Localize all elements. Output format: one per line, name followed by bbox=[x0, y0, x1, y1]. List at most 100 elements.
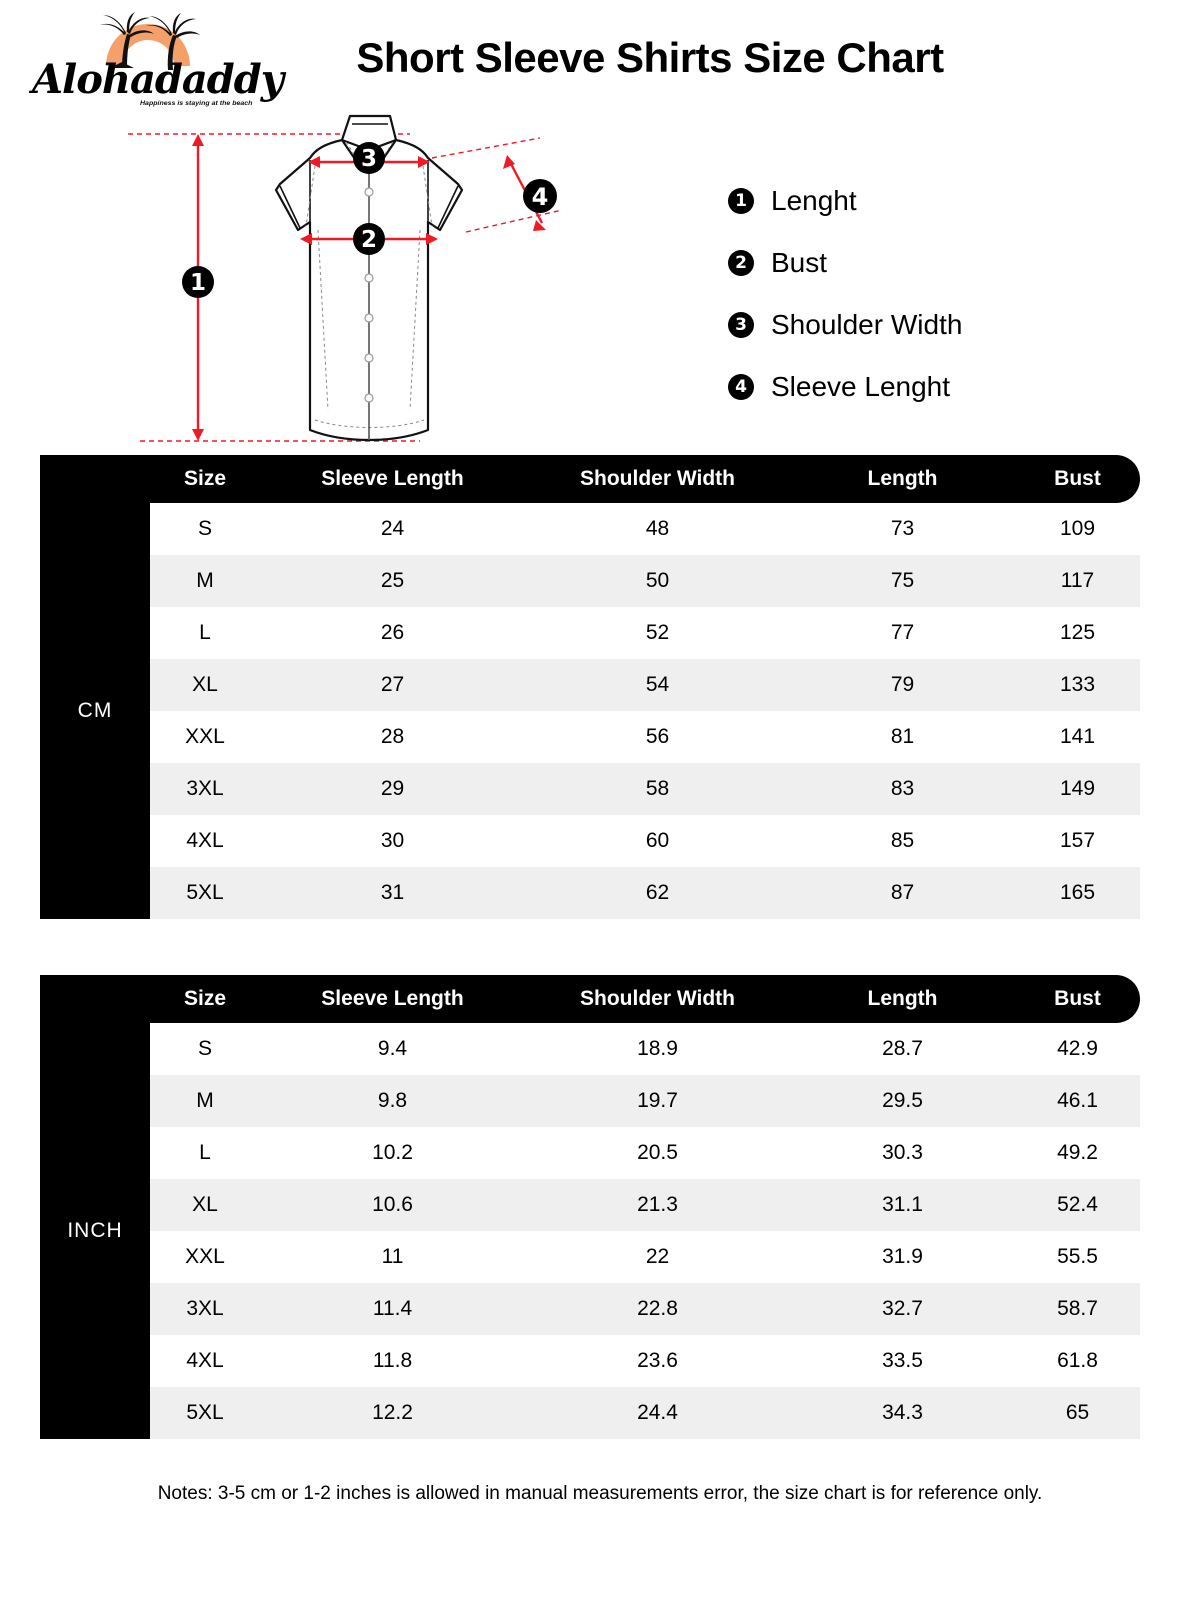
inch-table-head: Size Sleeve Length Shoulder Width Length… bbox=[40, 975, 1140, 1023]
diagram-marker-3: 3 bbox=[353, 142, 385, 174]
legend-item-sleeve-length: 4 Sleeve Lenght bbox=[728, 356, 962, 418]
cell-length: 75 bbox=[790, 555, 1015, 607]
cell-size: 4XL bbox=[150, 1335, 260, 1387]
cell-shoulder: 54 bbox=[525, 659, 790, 711]
cell-length: 31.1 bbox=[790, 1179, 1015, 1231]
inch-table-block: Size Sleeve Length Shoulder Width Length… bbox=[40, 975, 1160, 1439]
diagram-marker-1: 1 bbox=[182, 266, 214, 298]
cell-shoulder: 19.7 bbox=[525, 1075, 790, 1127]
cell-shoulder: 48 bbox=[525, 503, 790, 555]
cell-size: 4XL bbox=[150, 815, 260, 867]
cell-shoulder: 50 bbox=[525, 555, 790, 607]
cell-bust: 55.5 bbox=[1015, 1231, 1140, 1283]
cell-length: 83 bbox=[790, 763, 1015, 815]
diagram-marker-2: 2 bbox=[353, 223, 385, 255]
cell-shoulder: 52 bbox=[525, 607, 790, 659]
brand-name: Alohadaddy bbox=[32, 56, 284, 103]
table-spacer bbox=[0, 919, 1200, 975]
cell-shoulder: 22 bbox=[525, 1231, 790, 1283]
cm-col-header-bust: Bust bbox=[1015, 455, 1140, 503]
inch-col-header-size: Size bbox=[150, 975, 260, 1023]
cell-size: XL bbox=[150, 1179, 260, 1231]
legend-label-length: Lenght bbox=[771, 185, 857, 216]
svg-text:4: 4 bbox=[532, 183, 549, 211]
svg-text:1: 1 bbox=[190, 270, 206, 296]
cell-sleeve: 11 bbox=[260, 1231, 525, 1283]
cell-bust: 52.4 bbox=[1015, 1179, 1140, 1231]
cell-bust: 49.2 bbox=[1015, 1127, 1140, 1179]
page-title: Short Sleeve Shirts Size Chart bbox=[356, 34, 944, 81]
table-row: L 26 52 77 125 bbox=[40, 607, 1140, 659]
cell-shoulder: 58 bbox=[525, 763, 790, 815]
palm-tree-sun-icon bbox=[100, 12, 200, 70]
legend-badge-4: 4 bbox=[728, 374, 754, 400]
cell-bust: 141 bbox=[1015, 711, 1140, 763]
legend-label-bust: Bust bbox=[771, 247, 828, 278]
cm-header-row: Size Sleeve Length Shoulder Width Length… bbox=[40, 455, 1140, 503]
cell-length: 77 bbox=[790, 607, 1015, 659]
cell-size: XXL bbox=[150, 711, 260, 763]
cell-bust: 117 bbox=[1015, 555, 1140, 607]
cm-col-header-sleeve: Sleeve Length bbox=[260, 455, 525, 503]
cell-sleeve: 29 bbox=[260, 763, 525, 815]
cell-size: XL bbox=[150, 659, 260, 711]
cm-col-header-size: Size bbox=[150, 455, 260, 503]
size-table-inch: Size Sleeve Length Shoulder Width Length… bbox=[40, 975, 1140, 1439]
table-row: 3XL 11.4 22.8 32.7 58.7 bbox=[40, 1283, 1140, 1335]
cell-shoulder: 22.8 bbox=[525, 1283, 790, 1335]
cell-length: 33.5 bbox=[790, 1335, 1015, 1387]
cell-bust: 125 bbox=[1015, 607, 1140, 659]
cell-sleeve: 9.8 bbox=[260, 1075, 525, 1127]
cell-sleeve: 11.4 bbox=[260, 1283, 525, 1335]
cell-length: 81 bbox=[790, 711, 1015, 763]
cell-length: 31.9 bbox=[790, 1231, 1015, 1283]
table-row: 4XL 11.8 23.6 33.5 61.8 bbox=[40, 1335, 1140, 1387]
inch-col-header-sleeve: Sleeve Length bbox=[260, 975, 525, 1023]
brand-logo: Alohadaddy Happiness is staying at the b… bbox=[30, 8, 284, 108]
cell-bust: 46.1 bbox=[1015, 1075, 1140, 1127]
inch-corner-cell bbox=[40, 975, 150, 1023]
cell-length: 34.3 bbox=[790, 1387, 1015, 1439]
cell-size: 3XL bbox=[150, 1283, 260, 1335]
legend-item-bust: 2 Bust bbox=[728, 232, 962, 294]
legend-label-sleeve-length: Sleeve Lenght bbox=[771, 371, 951, 402]
cell-bust: 65 bbox=[1015, 1387, 1140, 1439]
cell-bust: 133 bbox=[1015, 659, 1140, 711]
table-row: 3XL 29 58 83 149 bbox=[40, 763, 1140, 815]
cell-bust: 157 bbox=[1015, 815, 1140, 867]
cm-col-header-shoulder: Shoulder Width bbox=[525, 455, 790, 503]
cell-length: 32.7 bbox=[790, 1283, 1015, 1335]
cell-size: S bbox=[150, 503, 260, 555]
inch-col-header-shoulder: Shoulder Width bbox=[525, 975, 790, 1023]
cell-shoulder: 60 bbox=[525, 815, 790, 867]
legend-badge-3: 3 bbox=[728, 312, 754, 338]
cell-size: 5XL bbox=[150, 1387, 260, 1439]
table-row: XL 27 54 79 133 bbox=[40, 659, 1140, 711]
cell-sleeve: 28 bbox=[260, 711, 525, 763]
cell-shoulder: 56 bbox=[525, 711, 790, 763]
legend-badge-1: 1 bbox=[728, 188, 754, 214]
cell-bust: 61.8 bbox=[1015, 1335, 1140, 1387]
diagram-marker-4: 4 bbox=[523, 179, 557, 213]
cell-shoulder: 62 bbox=[525, 867, 790, 919]
cell-bust: 58.7 bbox=[1015, 1283, 1140, 1335]
measurement-legend: 1 Lenght 2 Bust 3 Shoulder Width 4 Sleev… bbox=[728, 170, 962, 418]
table-row: CM S 24 48 73 109 bbox=[40, 503, 1140, 919]
size-table-cm: Size Sleeve Length Shoulder Width Length… bbox=[40, 455, 1140, 919]
table-row: M 9.8 19.7 29.5 46.1 bbox=[40, 1075, 1140, 1127]
cell-size: M bbox=[150, 555, 260, 607]
cell-length: 73 bbox=[790, 503, 1015, 555]
cm-table-body: CM S 24 48 73 109 M 25 50 75 117 L 26 52… bbox=[40, 503, 1140, 919]
table-row: L 10.2 20.5 30.3 49.2 bbox=[40, 1127, 1140, 1179]
brand-tagline: Happiness is staying at the beach bbox=[140, 100, 253, 107]
cell-shoulder: 24.4 bbox=[525, 1387, 790, 1439]
cell-size: M bbox=[150, 1075, 260, 1127]
cell-sleeve: 25 bbox=[260, 555, 525, 607]
table-row: 5XL 12.2 24.4 34.3 65 bbox=[40, 1387, 1140, 1439]
cell-sleeve: 27 bbox=[260, 659, 525, 711]
table-row: XL 10.6 21.3 31.1 52.4 bbox=[40, 1179, 1140, 1231]
cell-shoulder: 21.3 bbox=[525, 1179, 790, 1231]
cm-corner-cell bbox=[40, 455, 150, 503]
cm-table-block: Size Sleeve Length Shoulder Width Length… bbox=[40, 455, 1160, 919]
cell-bust: 42.9 bbox=[1015, 1023, 1140, 1075]
